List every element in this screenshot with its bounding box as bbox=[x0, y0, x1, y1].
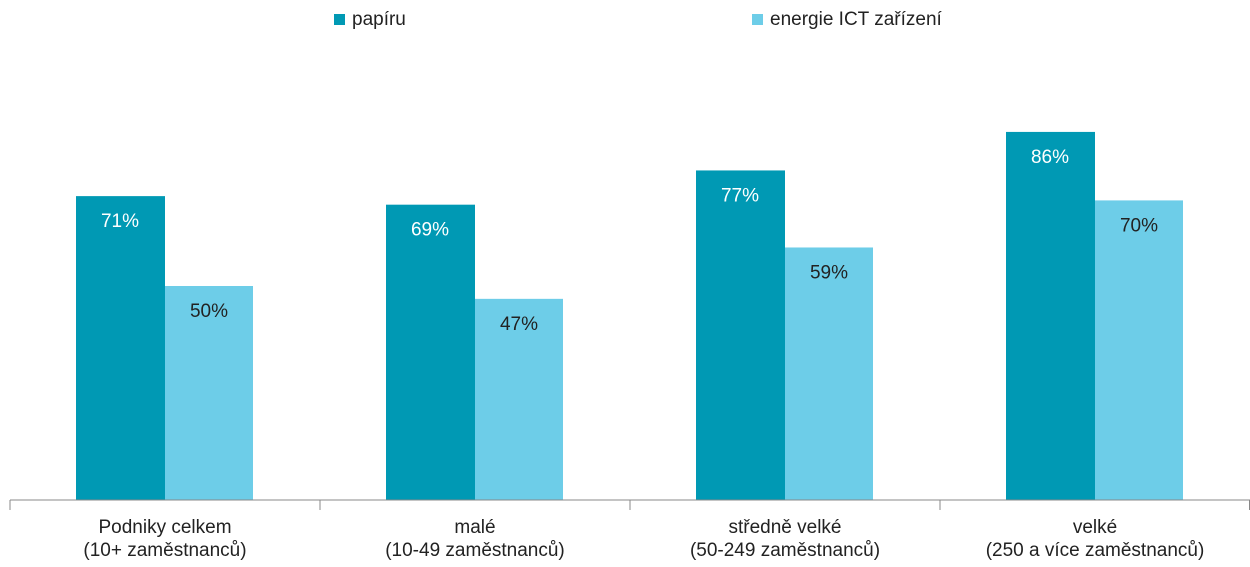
x-tick-label-line: (10+ zaměstnanců) bbox=[83, 540, 246, 561]
x-tick-label-line: (10-49 zaměstnanců) bbox=[385, 540, 565, 561]
x-tick-label: Podniky celkem (10+ zaměstnanců) bbox=[83, 517, 246, 561]
value-label: 86% bbox=[1031, 147, 1069, 168]
bar bbox=[785, 247, 873, 500]
legend-label: energie ICT zařízení bbox=[770, 9, 943, 30]
bar bbox=[475, 298, 563, 500]
value-label: 47% bbox=[500, 314, 538, 335]
value-label: 71% bbox=[101, 211, 139, 232]
legend-label: papíru bbox=[352, 9, 406, 30]
bar bbox=[696, 170, 785, 500]
bar bbox=[1095, 200, 1183, 500]
bar bbox=[1006, 131, 1095, 501]
legend-marker bbox=[752, 14, 763, 25]
x-tick-label-line: (250 a více zaměstnanců) bbox=[986, 540, 1205, 561]
legend-marker bbox=[334, 14, 345, 25]
value-label: 77% bbox=[721, 185, 759, 206]
x-tick-label-line: malé bbox=[454, 517, 495, 538]
x-tick-label: velké (250 a více zaměstnanců) bbox=[986, 517, 1205, 561]
value-label: 70% bbox=[1120, 215, 1158, 236]
value-label: 50% bbox=[190, 301, 228, 322]
x-tick-label: malé (10-49 zaměstnanců) bbox=[385, 517, 565, 561]
value-label: 69% bbox=[411, 220, 449, 241]
x-tick-label-line: (50-249 zaměstnanců) bbox=[690, 540, 880, 561]
x-tick-label: středně velké (50-249 zaměstnanců) bbox=[690, 517, 880, 561]
bar bbox=[386, 204, 475, 500]
x-tick-label-line: Podniky celkem bbox=[98, 517, 231, 538]
bar bbox=[76, 196, 165, 500]
x-tick-label-line: středně velké bbox=[728, 517, 841, 538]
value-label: 59% bbox=[810, 262, 848, 283]
bar bbox=[165, 286, 253, 500]
x-tick-label-line: velké bbox=[1073, 517, 1117, 538]
